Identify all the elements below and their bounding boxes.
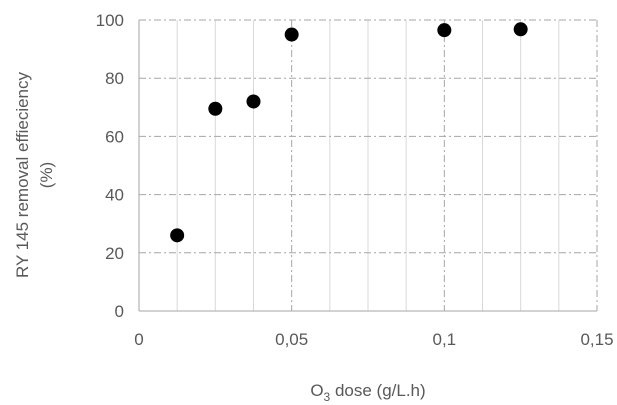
x-axis-title-main: O <box>310 381 323 400</box>
y-tick-label: 0 <box>115 302 124 321</box>
x-axis-title: O3 dose (g/L.h) <box>310 381 425 404</box>
data-points <box>170 22 528 243</box>
y-tick-label: 100 <box>96 11 124 30</box>
data-point <box>437 23 452 38</box>
y-axis-title-line2: (%) <box>37 162 56 188</box>
data-point <box>208 101 223 116</box>
x-tick-label: 0,05 <box>275 330 308 349</box>
x-axis-title-subscript: 3 <box>324 390 331 404</box>
data-point <box>170 228 185 243</box>
major-gridlines <box>138 19 598 312</box>
x-tick-label: 0 <box>134 330 143 349</box>
minor-gridlines <box>176 20 560 311</box>
x-tick-labels: 0 0,05 0,1 0,15 <box>134 330 613 349</box>
data-point <box>246 94 261 109</box>
y-tick-labels: 0 20 40 60 80 100 <box>96 11 124 321</box>
data-point <box>513 22 528 37</box>
x-tick-label: 0,1 <box>433 330 457 349</box>
y-tick-label: 80 <box>105 69 124 88</box>
x-tick-label: 0,15 <box>580 330 613 349</box>
y-tick-label: 20 <box>105 244 124 263</box>
y-axis-title-line1: RY 145 removal effieciency <box>13 71 32 278</box>
x-axis-title-rest: dose (g/L.h) <box>330 381 425 400</box>
y-tick-label: 40 <box>105 186 124 205</box>
data-point <box>284 27 299 42</box>
y-tick-label: 60 <box>105 127 124 146</box>
